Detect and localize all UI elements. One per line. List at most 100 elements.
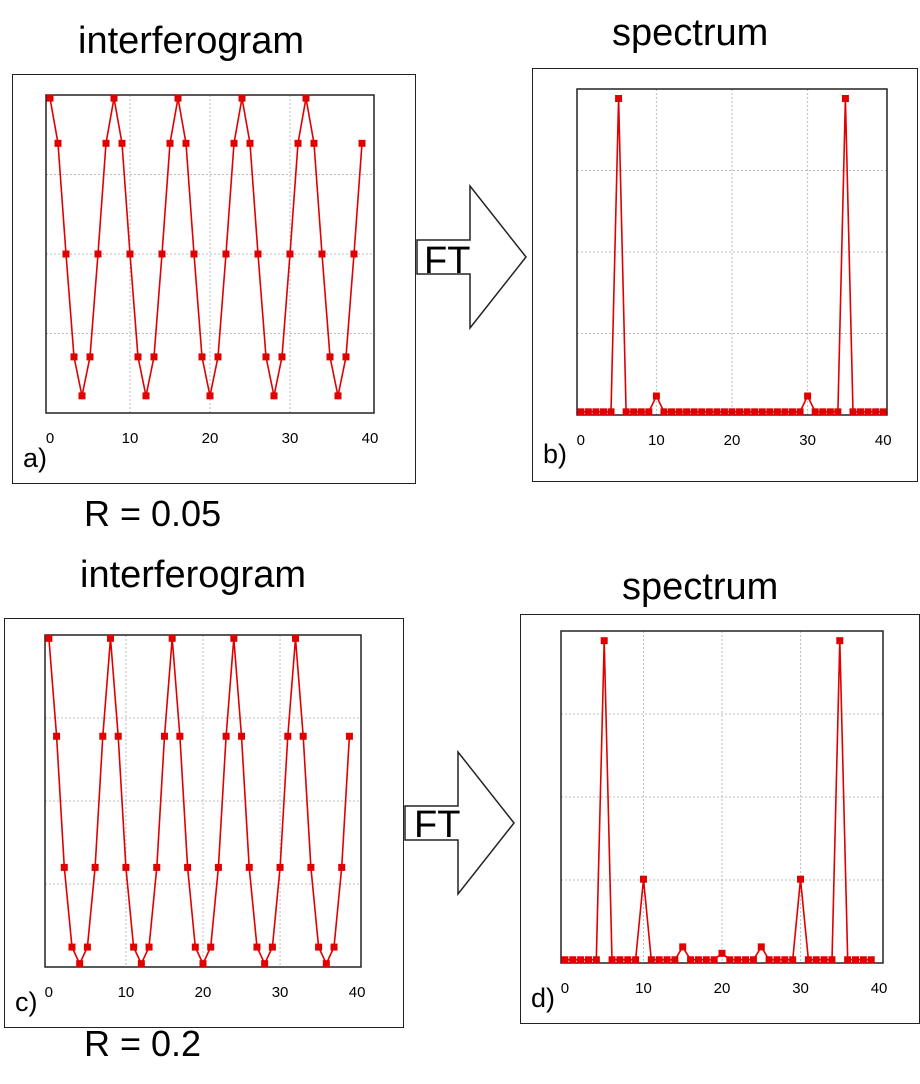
data-point	[849, 408, 857, 416]
data-point	[683, 408, 691, 416]
data-point	[182, 139, 190, 147]
data-point	[53, 732, 61, 740]
data-point	[78, 392, 86, 400]
grid-lines	[577, 89, 887, 415]
data-point	[254, 250, 262, 258]
data-point	[663, 956, 671, 964]
data-point	[60, 863, 68, 871]
data-point	[245, 863, 253, 871]
data-point	[307, 863, 315, 871]
data-point	[110, 94, 118, 102]
data-point	[334, 392, 342, 400]
data-point	[342, 353, 350, 361]
data-point	[713, 408, 721, 416]
data-point	[153, 863, 161, 871]
data-point	[773, 408, 781, 416]
x-tick-label: 0	[46, 430, 54, 447]
data-point	[608, 956, 616, 964]
data-point	[207, 943, 215, 951]
data-point	[118, 139, 126, 147]
data-point	[789, 956, 797, 964]
data-point	[804, 392, 812, 400]
panel-b: 0 10 20 30 40 b)	[532, 68, 918, 482]
data-point	[230, 139, 238, 147]
data-point	[694, 956, 702, 964]
data-point	[261, 960, 269, 968]
x-tick-label: 30	[799, 432, 816, 449]
data-point	[294, 139, 302, 147]
interferogram-chart-a: 0 10 20 30 40	[45, 94, 378, 447]
data-point	[766, 408, 774, 416]
data-point	[826, 408, 834, 416]
data-point	[142, 392, 150, 400]
x-tick-label: 20	[202, 430, 219, 447]
data-point	[190, 250, 198, 258]
panel-a: 0 10 20 30 40 a)	[12, 74, 416, 484]
data-point	[68, 943, 76, 951]
data-point	[836, 637, 844, 645]
data-point	[206, 392, 214, 400]
data-point	[652, 392, 660, 400]
x-tick-label: 20	[714, 980, 731, 997]
data-point	[710, 956, 718, 964]
plot-frame	[560, 630, 884, 964]
arrow-shape-bottom	[404, 750, 515, 896]
data-point	[852, 956, 860, 964]
data-point	[820, 956, 828, 964]
x-tick-label: 40	[871, 980, 888, 997]
panel-letter-d: d)	[531, 983, 556, 1013]
data-point	[797, 875, 805, 883]
panel-d: 0 10 20 30 40 d)	[520, 614, 920, 1024]
data-point	[137, 960, 145, 968]
data-point	[812, 956, 820, 964]
grid-lines	[561, 631, 883, 963]
data-point	[742, 956, 750, 964]
data-point	[99, 732, 107, 740]
data-point	[705, 408, 713, 416]
data-point	[160, 732, 168, 740]
data-point	[62, 250, 70, 258]
x-tick-label: 20	[724, 432, 741, 449]
data-point	[720, 408, 728, 416]
spectrum-chart-d: 0 10 20 30 40	[560, 630, 888, 997]
x-tick-label: 0	[45, 984, 53, 1001]
data-point	[671, 956, 679, 964]
data-point	[660, 408, 668, 416]
x-tick-label: 30	[792, 980, 809, 997]
data-point	[150, 353, 158, 361]
data-point	[214, 353, 222, 361]
data-point	[70, 353, 78, 361]
data-point	[804, 956, 812, 964]
data-point	[788, 408, 796, 416]
x-tick-label: 0	[561, 980, 569, 997]
data-point	[176, 732, 184, 740]
data-point	[592, 956, 600, 964]
data-point	[166, 139, 174, 147]
data-point	[668, 408, 676, 416]
data-point	[130, 943, 138, 951]
grid-lines	[45, 635, 361, 967]
data-point	[278, 353, 286, 361]
x-tick-label: 10	[648, 432, 665, 449]
data-point	[599, 408, 607, 416]
data-point	[859, 956, 867, 964]
data-point	[284, 732, 292, 740]
panel-letter-a: a)	[23, 443, 48, 473]
r-label-bottom: R = 0.2	[84, 1023, 202, 1064]
data-point	[238, 94, 246, 102]
data-point	[358, 139, 366, 147]
x-tick-label: 30	[272, 984, 289, 1001]
panel-letter-c: c)	[15, 987, 38, 1017]
data-point	[184, 863, 192, 871]
data-point	[315, 943, 323, 951]
data-point	[54, 139, 62, 147]
title-spectrum-d: spectrum	[622, 566, 779, 608]
data-point	[757, 943, 765, 951]
data-point	[318, 250, 326, 258]
data-point	[773, 956, 781, 964]
data-point	[600, 637, 608, 645]
data-point	[91, 863, 99, 871]
arrow-shape-top	[416, 184, 527, 330]
data-point	[622, 408, 630, 416]
data-point	[687, 956, 695, 964]
